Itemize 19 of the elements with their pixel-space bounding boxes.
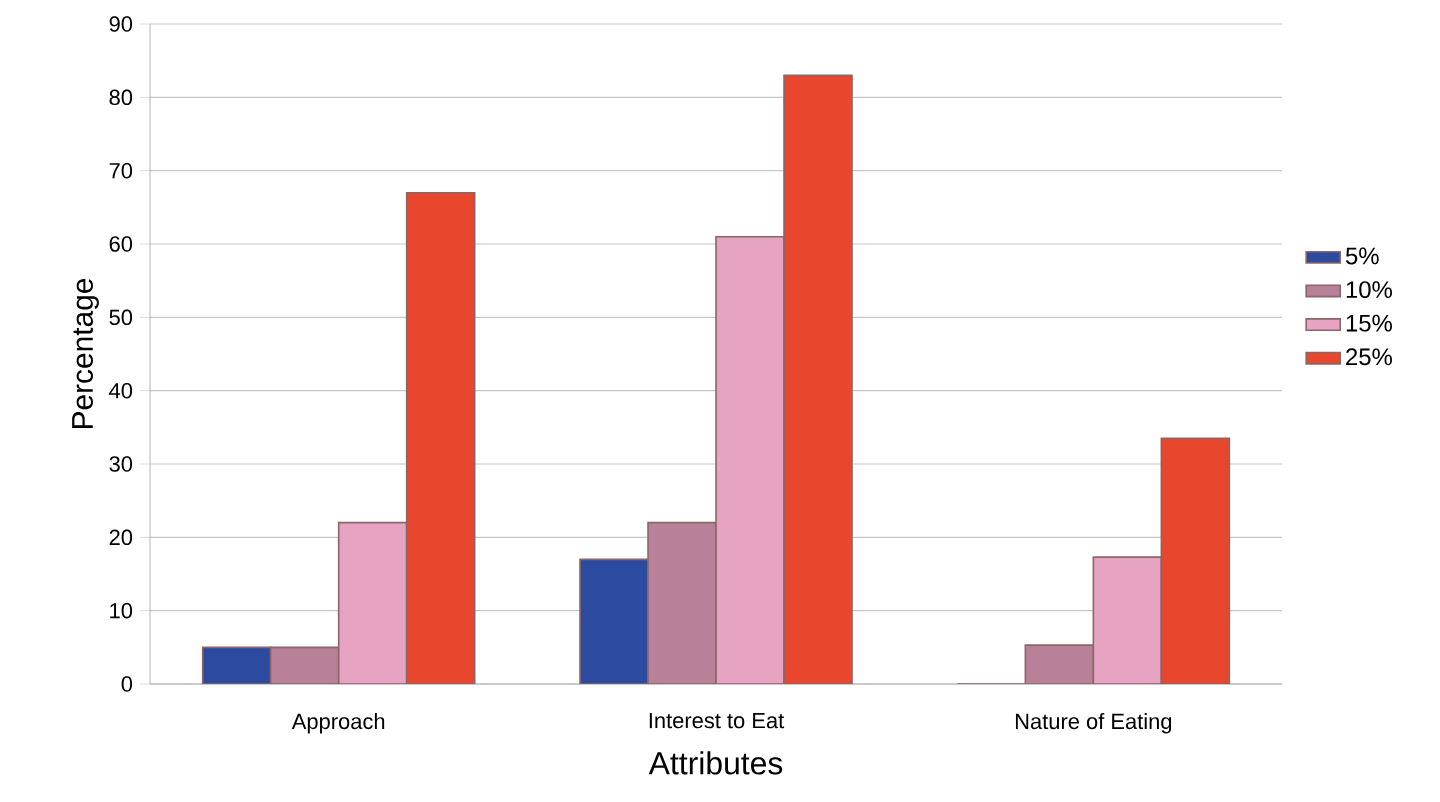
legend-label: 25% [1346, 348, 1392, 366]
y-tick-label: 60 [109, 236, 133, 252]
y-tick-label: 30 [109, 456, 133, 472]
y-tick-label: 10 [110, 602, 133, 619]
y-tick-label: 90 [109, 16, 133, 32]
y-tick-label: 40 [109, 382, 133, 399]
y-tick-label: 20 [109, 529, 133, 546]
y-tick-label: 0 [121, 676, 133, 692]
x-tick-label: Nature of Eating [1015, 713, 1172, 734]
y-tick-label: 50 [109, 309, 133, 326]
legend-label: 10% [1346, 281, 1392, 299]
y-tick-label: 70 [109, 162, 133, 179]
legend-label: 15% [1346, 314, 1392, 332]
legend-label: 5% [1345, 247, 1379, 265]
y-axis-title: Percentage [72, 278, 99, 429]
x-tick-label: Approach [291, 713, 385, 734]
y-tick-label: 80 [109, 89, 133, 106]
x-tick-label: Interest to Eat [649, 713, 785, 729]
x-axis-title: Attributes [648, 751, 783, 775]
